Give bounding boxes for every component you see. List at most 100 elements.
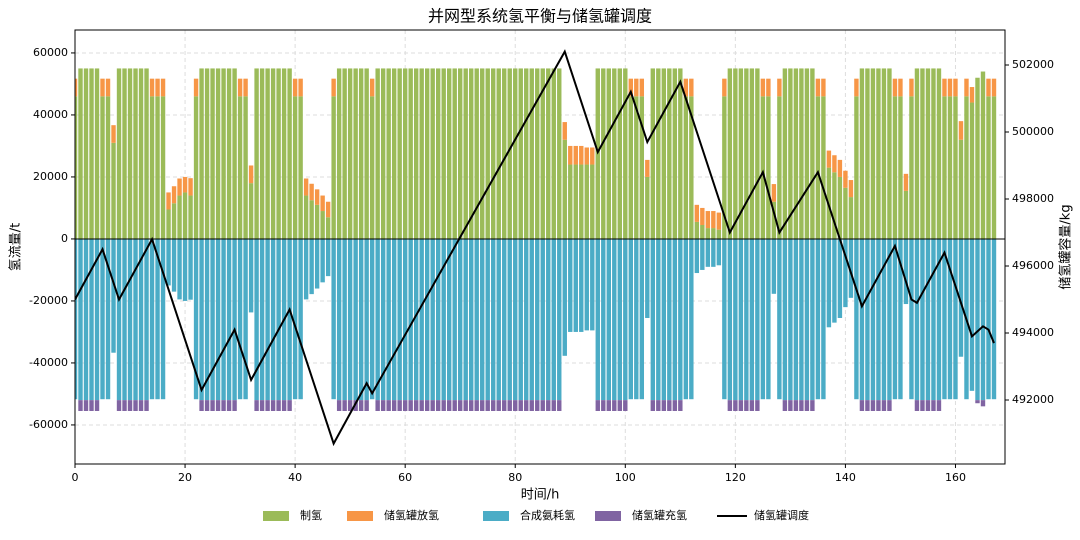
bar: [413, 238, 419, 401]
bar: [793, 238, 799, 401]
bar: [942, 96, 947, 239]
bar: [881, 238, 887, 401]
bar: [259, 400, 265, 411]
bar: [628, 238, 633, 400]
y-tick-label: 0: [61, 232, 68, 245]
bar: [424, 68, 430, 239]
bar: [402, 400, 408, 411]
bar: [964, 96, 969, 239]
bar: [122, 68, 127, 239]
bar: [347, 68, 353, 239]
y-tick-label: 40000: [33, 108, 68, 121]
bar: [485, 68, 490, 239]
bar: [474, 68, 479, 239]
bar: [336, 68, 342, 239]
bar: [502, 68, 507, 239]
bar: [149, 78, 155, 97]
bar: [914, 238, 920, 401]
bar: [551, 238, 556, 401]
bar: [524, 68, 529, 239]
bar: [810, 238, 815, 401]
bar: [276, 238, 281, 401]
bar: [292, 78, 298, 97]
bar: [353, 68, 358, 239]
y-tick-label: -20000: [29, 294, 68, 307]
bar: [980, 400, 986, 407]
bar: [931, 238, 936, 401]
bar: [402, 238, 408, 401]
bar: [111, 238, 116, 353]
bar: [78, 68, 83, 239]
bar: [799, 68, 804, 239]
bar: [700, 238, 705, 270]
bar: [683, 96, 689, 239]
bar: [430, 238, 435, 401]
bar: [89, 400, 94, 411]
bar: [474, 400, 479, 411]
bar: [182, 192, 188, 239]
bar: [424, 400, 430, 411]
bar: [925, 68, 931, 239]
bar: [144, 400, 149, 411]
bar: [623, 400, 628, 411]
bar: [144, 68, 149, 239]
bar: [188, 238, 193, 300]
bar: [281, 400, 287, 411]
bar: [314, 189, 320, 205]
bar: [469, 238, 474, 401]
legend-swatch: [595, 511, 621, 521]
bar: [435, 68, 441, 239]
bar: [513, 400, 518, 411]
bar: [160, 238, 166, 400]
bar: [513, 68, 518, 239]
bar: [221, 238, 226, 401]
bar: [612, 238, 617, 401]
bar: [215, 400, 221, 411]
bar: [226, 238, 232, 401]
bar: [755, 400, 760, 411]
bar: [661, 68, 667, 239]
bar: [738, 238, 744, 401]
bar: [617, 68, 622, 239]
bar: [733, 400, 738, 411]
bar: [83, 238, 89, 401]
bar: [645, 176, 650, 239]
bar: [837, 176, 843, 239]
bar: [237, 238, 243, 400]
bar: [601, 68, 606, 239]
bar: [854, 78, 859, 97]
bar: [969, 87, 975, 103]
bar: [760, 238, 766, 400]
bar: [634, 78, 639, 97]
bar: [386, 68, 391, 239]
bar: [672, 400, 678, 411]
bar: [270, 400, 276, 411]
x-tick-label: 140: [835, 471, 856, 484]
bar: [925, 400, 931, 411]
bar: [892, 78, 898, 97]
bar: [667, 68, 672, 239]
bar: [832, 172, 837, 239]
x-tick-label: 100: [615, 471, 636, 484]
bar: [391, 400, 397, 411]
bar: [595, 400, 600, 411]
bar: [694, 221, 700, 239]
bar: [727, 400, 733, 411]
bar: [947, 238, 953, 400]
bar: [435, 400, 441, 411]
bar: [870, 68, 876, 239]
bar: [843, 238, 848, 308]
bar: [204, 400, 210, 411]
bar: [920, 68, 925, 239]
bar: [226, 68, 232, 239]
bar: [716, 229, 722, 239]
bar: [887, 238, 892, 401]
bar: [749, 68, 755, 239]
bar: [188, 195, 193, 239]
bar: [738, 400, 744, 411]
bar: [369, 96, 375, 239]
bar: [568, 145, 573, 165]
bar: [969, 102, 975, 239]
bar: [733, 68, 738, 239]
bar: [166, 192, 171, 210]
